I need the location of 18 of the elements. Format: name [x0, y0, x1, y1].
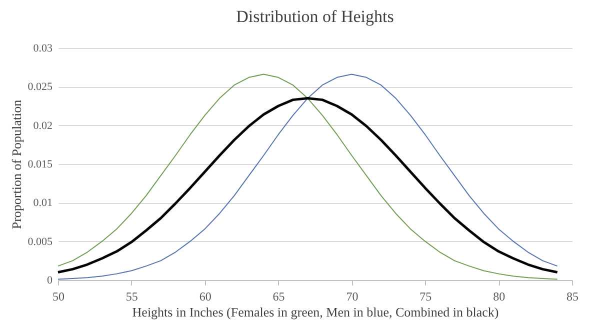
x-tick-label: 85 — [566, 290, 578, 304]
y-tick-label: 0.03 — [33, 42, 53, 54]
x-tick-label: 60 — [199, 290, 212, 304]
x-tick-label: 55 — [126, 290, 138, 304]
x-tick-label: 80 — [493, 290, 506, 304]
y-tick-label: 0 — [47, 274, 53, 286]
x-tick-label: 50 — [52, 290, 64, 304]
x-tick-label: 75 — [420, 290, 432, 304]
y-tick-label: 0.005 — [28, 236, 53, 248]
y-tick-label: 0.015 — [28, 158, 53, 170]
chart-title: Distribution of Heights — [236, 7, 394, 26]
y-axis-title: Proportion of Population — [8, 99, 24, 230]
y-tick-label: 0.025 — [28, 81, 53, 94]
x-tick-label: 65 — [272, 290, 285, 304]
x-axis-title: Heights in Inches (Females in green, Men in blue, Combined in black) — [132, 304, 499, 320]
y-tick-label: 0.02 — [33, 120, 52, 132]
y-tick-label: 0.01 — [33, 197, 52, 210]
x-tick-label: 70 — [346, 290, 358, 304]
